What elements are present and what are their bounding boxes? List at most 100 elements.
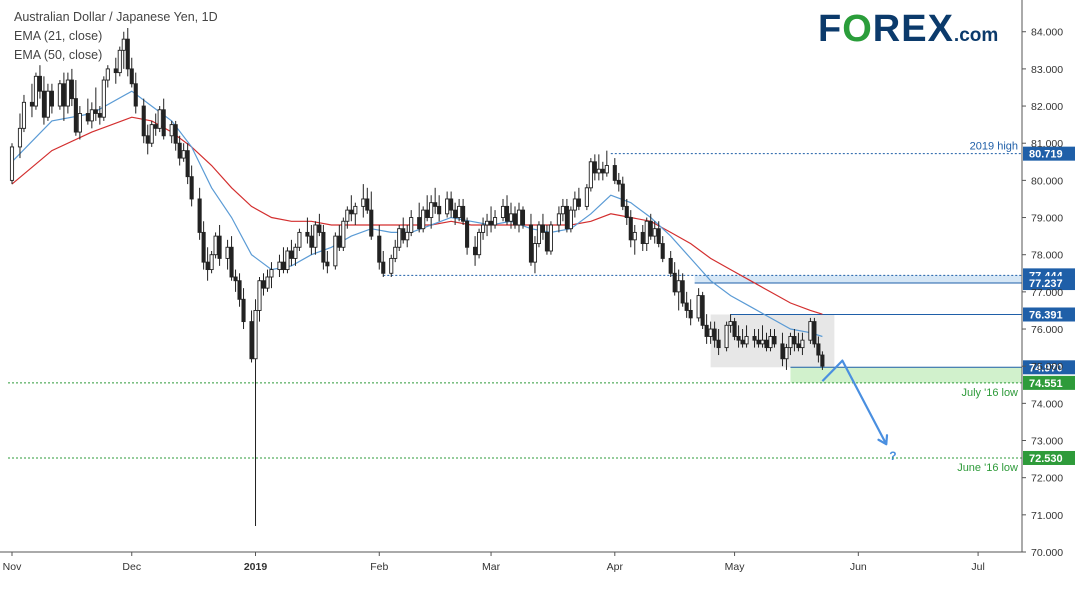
- candle-body: [313, 224, 318, 248]
- candle-body: [337, 235, 342, 248]
- candle: [576, 187, 581, 211]
- candle-body: [345, 209, 350, 222]
- candle-body: [293, 246, 298, 259]
- y-tick-label: 80.000: [1031, 175, 1063, 187]
- candle: [105, 65, 110, 88]
- candle: [217, 224, 222, 266]
- candle-body: [33, 75, 38, 107]
- candle: [620, 176, 625, 211]
- candle: [37, 65, 42, 99]
- candle-body: [604, 165, 609, 174]
- level-label: 2019 high: [970, 141, 1018, 153]
- candle: [169, 120, 174, 144]
- y-tick-label: 79.000: [1031, 213, 1063, 225]
- candle: [133, 72, 138, 114]
- candle: [465, 217, 470, 255]
- candle: [313, 221, 318, 255]
- candle-body: [792, 336, 797, 345]
- x-tick-label: Nov: [3, 561, 22, 573]
- candle: [680, 273, 685, 307]
- candle-body: [784, 347, 789, 360]
- candle: [157, 106, 162, 133]
- candle: [365, 187, 370, 214]
- candle-body: [485, 220, 490, 226]
- candle: [309, 224, 314, 255]
- candle-body: [532, 243, 538, 263]
- candle: [812, 317, 817, 348]
- candle: [660, 236, 665, 263]
- candle-body: [369, 209, 374, 237]
- candle: [253, 299, 258, 526]
- candle: [145, 124, 150, 155]
- candle-body: [540, 224, 545, 233]
- candle: [9, 143, 15, 185]
- candle: [652, 221, 657, 244]
- candle-body: [149, 124, 154, 144]
- candle: [201, 221, 206, 270]
- candle: [393, 239, 398, 263]
- candle-body: [205, 261, 210, 271]
- candle: [488, 206, 494, 233]
- candle-body: [417, 217, 422, 230]
- projection-label: ?: [889, 449, 896, 463]
- candle: [648, 213, 653, 240]
- candle-body: [61, 83, 66, 107]
- candle: [229, 236, 234, 281]
- candle-body: [177, 142, 182, 159]
- candle-body: [616, 179, 621, 185]
- candle: [293, 243, 298, 266]
- candle: [656, 221, 661, 248]
- candle-body: [588, 161, 593, 189]
- candle-body: [397, 228, 402, 248]
- candle-body: [716, 339, 721, 349]
- candle-body: [161, 109, 166, 137]
- candle-body: [409, 217, 414, 233]
- price-tag-label: 80.719: [1029, 149, 1063, 161]
- candle-body: [672, 272, 677, 293]
- ema50-line: [11, 116, 823, 315]
- y-tick-label: 76.000: [1031, 324, 1063, 336]
- candle: [508, 202, 514, 229]
- candle-body: [764, 339, 769, 349]
- price-tag: [1023, 360, 1075, 375]
- candle-body: [477, 231, 482, 256]
- candle-body: [185, 150, 190, 178]
- candle: [540, 213, 545, 240]
- logo-rex: REX: [872, 8, 954, 50]
- candle-body: [520, 209, 526, 226]
- price-tag-label: 74.970: [1029, 362, 1063, 374]
- zones: [694, 275, 1022, 383]
- candle-body: [21, 101, 27, 129]
- candle-body: [257, 280, 262, 311]
- candle-body: [752, 336, 757, 341]
- candle-body: [181, 150, 186, 159]
- candle: [213, 232, 218, 259]
- candle-body: [449, 198, 454, 211]
- candle-body: [445, 198, 450, 215]
- candle-body: [325, 261, 330, 267]
- candle-body: [289, 250, 294, 259]
- candle: [592, 154, 597, 181]
- candle-body: [169, 124, 174, 137]
- candle-body: [189, 176, 194, 200]
- price-tag-label: 72.530: [1029, 453, 1063, 465]
- x-tick-label: Dec: [122, 561, 141, 573]
- candle: [297, 228, 302, 251]
- candle: [261, 273, 266, 296]
- candle: [349, 195, 354, 222]
- candle-body: [433, 202, 438, 207]
- y-tick-label: 83.000: [1031, 64, 1063, 76]
- candle: [333, 232, 338, 270]
- candle-body: [65, 79, 70, 107]
- candle-body: [405, 231, 410, 241]
- candle: [568, 206, 573, 233]
- candle: [89, 102, 94, 129]
- candle: [600, 161, 605, 181]
- candle: [61, 72, 66, 121]
- candle: [237, 273, 242, 307]
- candle-body: [696, 295, 701, 319]
- candle: [69, 68, 74, 107]
- candles: [9, 28, 825, 526]
